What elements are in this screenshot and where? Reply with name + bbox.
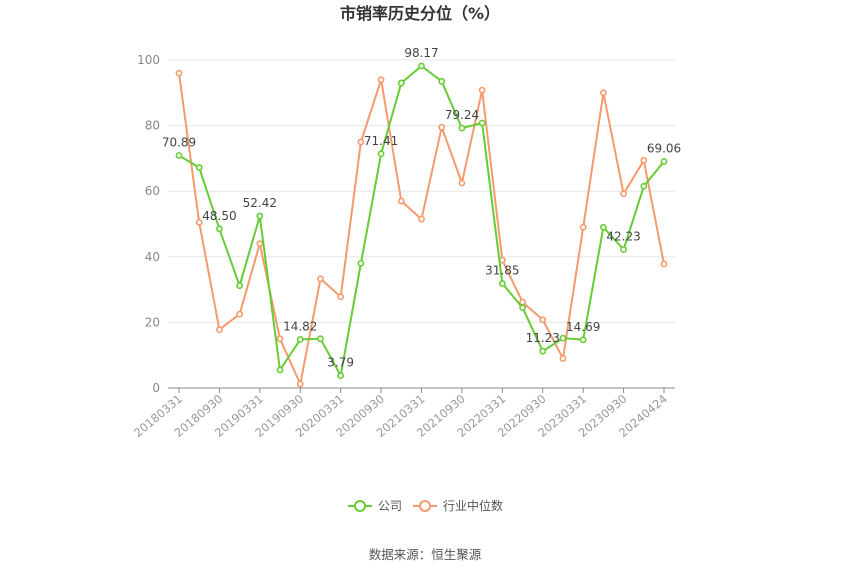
- data-label-company: 14.82: [283, 319, 317, 333]
- data-point-industry: [559, 355, 567, 362]
- data-point-industry: [397, 197, 405, 205]
- axes: 0204060801002018033120180930201903312019…: [131, 53, 675, 440]
- legend-item-company[interactable]: 公司: [348, 499, 402, 513]
- data-label-company: 52.42: [243, 196, 277, 210]
- data-label-company: 70.89: [162, 135, 196, 149]
- y-tick-label: 40: [145, 250, 160, 264]
- y-tick-label: 100: [137, 53, 160, 67]
- data-point-industry: [620, 190, 627, 198]
- data-point-industry: [357, 138, 365, 146]
- legend-marker-industry: [419, 500, 431, 512]
- legend-marker-company: [354, 500, 366, 512]
- data-point-industry: [276, 335, 284, 343]
- data-point-company: [276, 366, 284, 374]
- data-source: 数据来源：恒生聚源: [369, 547, 482, 562]
- data-point-company: [438, 77, 446, 85]
- y-tick-label: 80: [145, 119, 160, 133]
- data-point-company: [458, 124, 466, 132]
- data-label-company: 14.69: [566, 320, 600, 334]
- data-label-company: 11.23: [526, 331, 560, 345]
- data-point-industry: [418, 215, 425, 223]
- data-point-company: [599, 223, 607, 231]
- data-point-industry: [660, 260, 668, 268]
- data-point-company: [195, 164, 203, 171]
- data-point-industry: [216, 326, 223, 334]
- data-point-company: [559, 334, 567, 342]
- data-point-industry: [438, 123, 446, 131]
- legend[interactable]: 公司 行业中位数: [348, 498, 503, 513]
- data-point-industry: [175, 69, 183, 77]
- data-point-company: [498, 280, 506, 287]
- data-label-company: 31.85: [485, 264, 519, 278]
- data-point-industry: [458, 179, 466, 187]
- data-label-company: 79.24: [445, 108, 479, 122]
- data-point-industry: [599, 89, 607, 97]
- data-point-company: [256, 212, 264, 220]
- data-point-industry: [519, 298, 526, 306]
- data-label-company: 3.79: [327, 356, 354, 370]
- y-tick-label: 0: [152, 381, 160, 395]
- data-point-industry: [640, 156, 648, 164]
- data-point-company: [337, 372, 345, 379]
- legend-label-industry: 行业中位数: [443, 498, 503, 513]
- data-point-industry: [296, 380, 304, 388]
- data-point-industry: [256, 240, 264, 248]
- grid: [168, 59, 675, 323]
- data-point-industry: [236, 310, 244, 318]
- data-point-company: [236, 282, 244, 290]
- data-point-industry: [579, 223, 587, 231]
- data-point-industry: [195, 218, 203, 226]
- data-point-company: [175, 152, 183, 159]
- series-line-industry: [178, 72, 665, 386]
- data-label-company: 69.06: [647, 141, 681, 155]
- data-point-industry: [478, 86, 486, 94]
- chart-title: 市销率历史分位（%）: [340, 4, 500, 23]
- data-point-company: [397, 79, 405, 87]
- data-point-company: [620, 246, 627, 253]
- data-point-company: [357, 259, 365, 267]
- legend-label-company: 公司: [378, 499, 402, 513]
- data-point-industry: [377, 76, 385, 84]
- data-label-company: 71.41: [364, 134, 398, 148]
- data-point-company: [418, 62, 425, 70]
- legend-item-industry[interactable]: 行业中位数: [413, 498, 503, 513]
- y-tick-label: 60: [145, 184, 160, 198]
- data-point-company: [478, 119, 486, 127]
- data-point-company: [377, 150, 385, 158]
- data-point-company: [216, 225, 223, 233]
- data-point-industry: [337, 293, 345, 301]
- series: [175, 62, 668, 388]
- data-point-company: [660, 158, 668, 165]
- data-point-company: [640, 182, 648, 190]
- data-point-company: [579, 336, 587, 344]
- data-label-company: 48.50: [202, 209, 236, 223]
- data-point-industry: [539, 316, 547, 324]
- data-label-company: 98.17: [404, 46, 438, 60]
- y-tick-label: 20: [145, 315, 160, 329]
- data-point-company: [317, 335, 324, 343]
- data-point-company: [519, 304, 526, 312]
- data-label-company: 42.23: [606, 229, 640, 243]
- data-point-industry: [317, 275, 324, 283]
- data-point-company: [296, 335, 304, 343]
- data-point-company: [539, 347, 547, 355]
- data-labels: 70.89 48.50 52.42 14.82 3.79 71.41 98.17 79.24 3…: [162, 46, 681, 370]
